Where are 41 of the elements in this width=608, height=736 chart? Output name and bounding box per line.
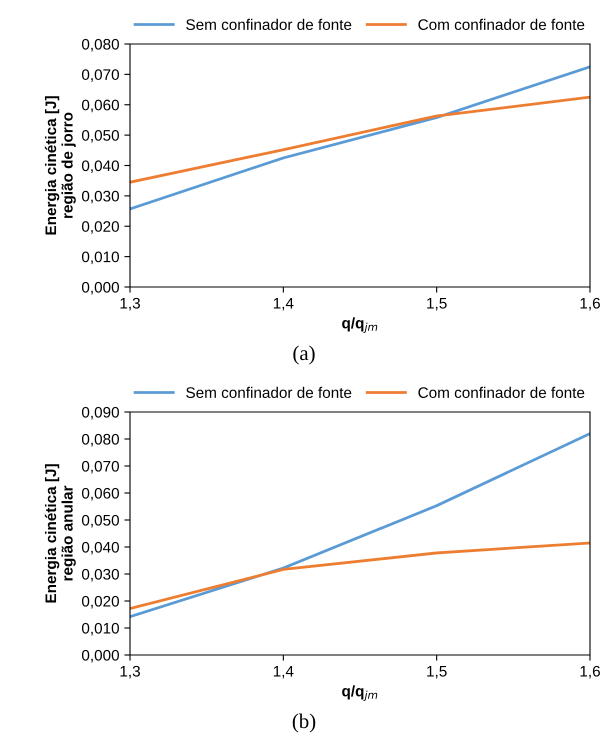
y-tick-label: 0,010	[82, 251, 119, 264]
x-axis-title: q/q$_{jm}$	[342, 685, 378, 702]
y-tick-label: 0,070	[82, 69, 119, 82]
y-tick-label: 0,010	[82, 622, 119, 636]
y-tick-label: 0,090	[82, 406, 119, 420]
legend-label: Com confinador de fonte	[418, 386, 584, 398]
line-series	[130, 432, 590, 618]
x-tick-label: 1,3	[120, 298, 140, 310]
x-tick-label: 1,4	[274, 298, 294, 310]
y-tick-label: 0,030	[82, 190, 119, 204]
y-tick-label: 0,020	[82, 596, 119, 608]
y-tick-label: 0,040	[82, 160, 119, 173]
y-tick-label: 0,060	[82, 100, 119, 112]
y-tick-label: 0,000	[82, 650, 119, 662]
x-tick-label: 1,4	[274, 666, 294, 678]
y-tick-label: 0,060	[82, 488, 119, 500]
line-series	[130, 542, 590, 610]
y-tick-label: 0,030	[82, 568, 119, 582]
legend-label: Sem confinador de fonte	[186, 18, 352, 30]
text: (b)	[292, 714, 316, 732]
x-tick-label: 1,3	[120, 666, 140, 678]
line-series	[130, 96, 590, 184]
line-series	[130, 65, 590, 210]
y-tick-label: 0,050	[82, 514, 119, 528]
y-tick-label: 0,000	[82, 282, 119, 294]
y-tick-label: 0,080	[82, 434, 119, 446]
legend-label: Sem confinador de fonte	[186, 386, 352, 398]
x-tick-label: 1,6	[580, 298, 600, 310]
x-tick-label: 1,5	[427, 666, 447, 678]
y-axis-title: Energia cinética [J] região de jorro	[44, 96, 76, 235]
y-axis-title: Energia cinética [J] região anular	[44, 464, 76, 603]
x-tick-label: 1,6	[580, 666, 600, 678]
y-tick-label: 0,040	[82, 542, 119, 554]
text: (a)	[293, 346, 315, 364]
y-tick-label: 0,070	[82, 460, 119, 474]
legend-label: Com confinador de fonte	[418, 18, 584, 30]
x-tick-label: 1,5	[427, 298, 447, 310]
y-tick-label: 0,050	[82, 130, 119, 143]
y-tick-label: 0,020	[82, 221, 119, 234]
y-tick-label: 0,080	[82, 38, 119, 52]
x-axis-title: q/q$_{jm}$	[342, 317, 378, 334]
